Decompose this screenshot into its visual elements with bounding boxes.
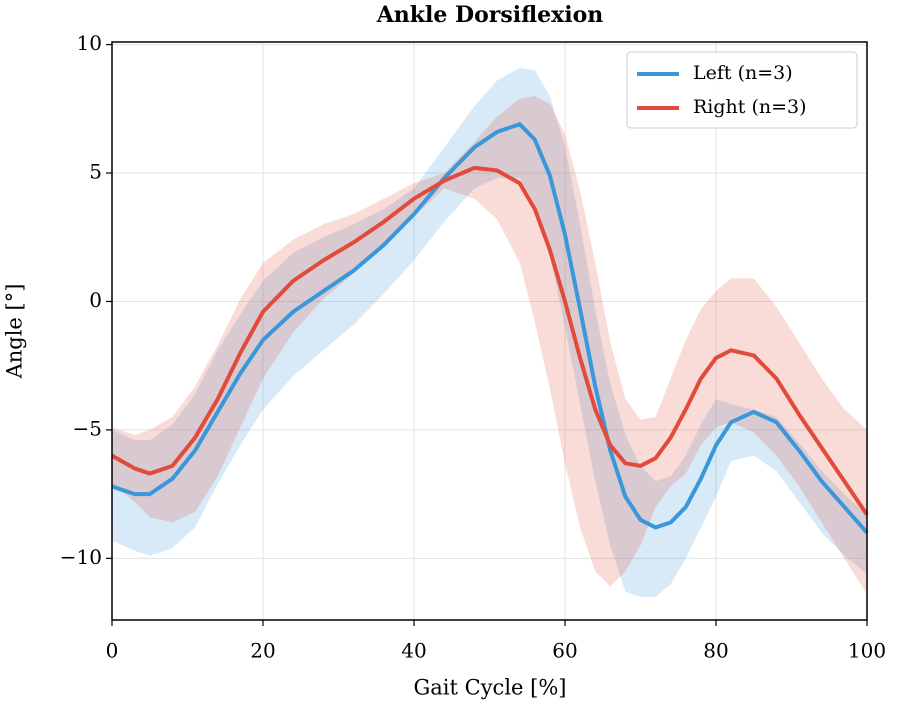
y-tick-label: −5	[73, 416, 102, 440]
x-tick-label: 0	[106, 639, 119, 663]
y-axis-label: Angle [°]	[3, 284, 27, 380]
band	[112, 95, 867, 595]
x-tick-label: 40	[401, 639, 426, 663]
line	[111, 165, 869, 516]
y-tick-label: 5	[89, 160, 102, 184]
y-tick-label: 0	[89, 288, 102, 312]
legend	[626, 51, 858, 129]
y-tick-label: −10	[60, 545, 102, 569]
x-axis-label: Gait Cycle [%]	[414, 676, 567, 700]
x-tick-label: 20	[250, 639, 275, 663]
line	[111, 122, 869, 534]
band	[112, 67, 867, 597]
x-tick-label: 100	[848, 639, 886, 663]
x-tick-label: 80	[703, 639, 728, 663]
chart-title: Ankle Dorsiflexion	[376, 2, 604, 28]
x-tick-label: 60	[552, 639, 577, 663]
legend-label: Left (n=3)	[693, 62, 793, 84]
legend-label: Right (n=3)	[693, 96, 807, 118]
y-tick-label: 10	[77, 31, 102, 55]
plot-frame	[111, 41, 868, 621]
